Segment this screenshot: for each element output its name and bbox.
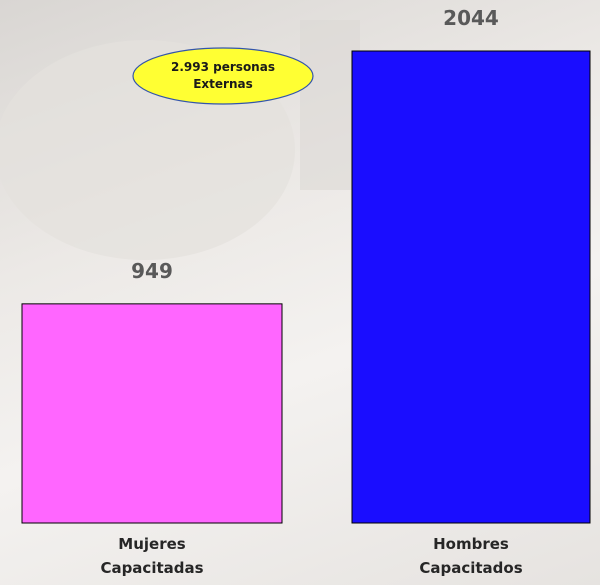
x-tick-label: Mujeres Capacitadas <box>92 532 212 580</box>
x-tick-label: Hombres Capacitados <box>411 532 531 580</box>
annotation: 2.993 personas Externas <box>133 48 313 104</box>
background-shape <box>300 20 360 190</box>
value-label: 2044 <box>352 6 590 30</box>
chart: 2.993 personas Externas 949 Mujeres Capac… <box>0 0 600 585</box>
value-label: 949 <box>22 259 282 283</box>
bar <box>352 51 590 523</box>
bar <box>22 304 282 523</box>
